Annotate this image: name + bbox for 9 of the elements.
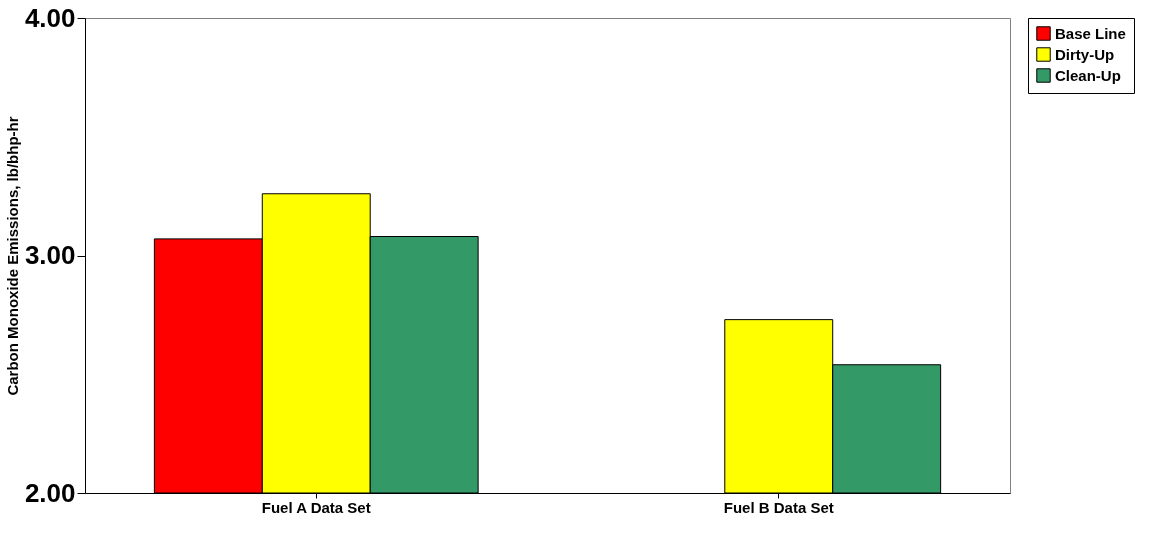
legend-label: Base Line bbox=[1055, 24, 1126, 42]
legend-label: Clean-Up bbox=[1055, 66, 1121, 84]
legend-label: Dirty-Up bbox=[1055, 45, 1115, 63]
x-tick-label: Fuel A Data Set bbox=[261, 498, 371, 516]
y-tick-label: 3.00 bbox=[24, 240, 76, 270]
y-axis-title: Carbon Monoxide Emissions, lb/bhp-hr bbox=[3, 116, 21, 396]
y-tick-label: 2.00 bbox=[24, 477, 76, 508]
y-tick-label: 4.00 bbox=[24, 2, 76, 33]
x-tick-label: Fuel B Data Set bbox=[723, 498, 834, 516]
